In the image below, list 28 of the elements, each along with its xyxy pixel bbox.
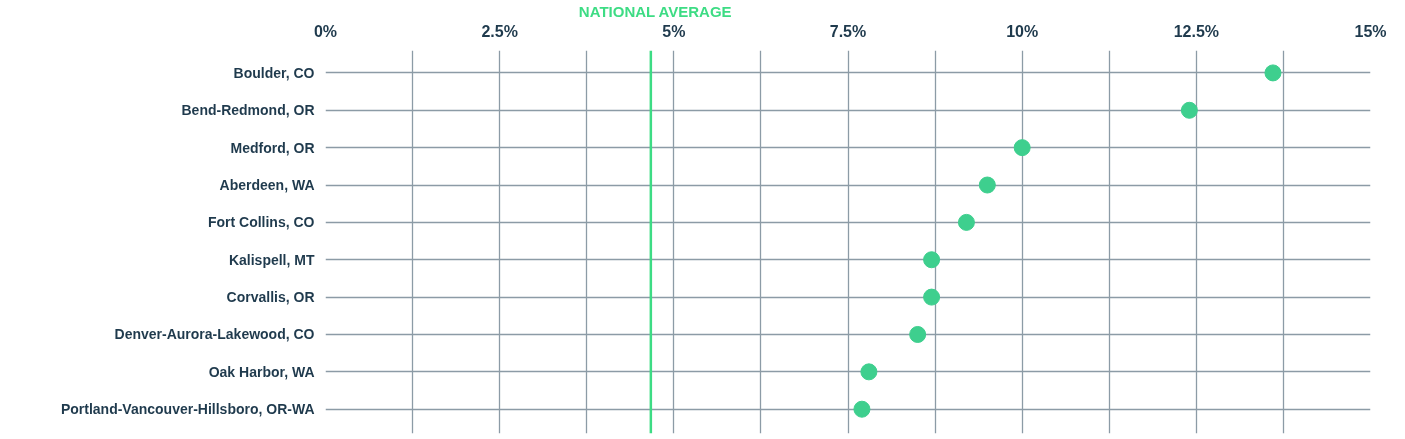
point bbox=[957, 213, 975, 231]
y-tick-label: Kalispell, MT bbox=[228, 251, 315, 268]
y-tick-label: Aberdeen, WA bbox=[219, 177, 315, 194]
point bbox=[923, 288, 941, 306]
x-tick-label: 15% bbox=[1354, 22, 1387, 40]
point bbox=[909, 326, 927, 343]
y-tick-label: Oak Harbor, WA bbox=[208, 363, 315, 380]
point bbox=[923, 251, 941, 269]
point bbox=[1264, 64, 1282, 82]
ref-line-label: NATIONAL AVERAGE bbox=[578, 2, 732, 20]
y-tick-label: Denver-Aurora-Lakewood, CO bbox=[114, 326, 315, 343]
point bbox=[853, 400, 871, 418]
point bbox=[1013, 139, 1031, 157]
y-tick-label: Corvallis, OR bbox=[226, 289, 315, 306]
y-tick-label: Portland-Vancouver-Hillsboro, OR-WA bbox=[60, 401, 315, 418]
y-tick-label: Bend-Redmond, OR bbox=[181, 102, 315, 119]
x-tick-label: 2.5% bbox=[481, 22, 518, 40]
y-tick-label: Boulder, CO bbox=[233, 64, 315, 81]
point bbox=[860, 363, 878, 381]
x-tick-label: 5% bbox=[662, 22, 686, 40]
point bbox=[978, 176, 996, 194]
y-tick-label: Medford, OR bbox=[230, 139, 315, 156]
x-tick-label: 7.5% bbox=[829, 22, 867, 40]
point bbox=[1180, 101, 1198, 119]
x-tick-label: 12.5% bbox=[1173, 22, 1220, 40]
x-tick-label: 10% bbox=[1006, 22, 1039, 40]
x-tick-label: 0% bbox=[313, 22, 338, 40]
y-tick-label: Fort Collins, CO bbox=[207, 214, 315, 231]
